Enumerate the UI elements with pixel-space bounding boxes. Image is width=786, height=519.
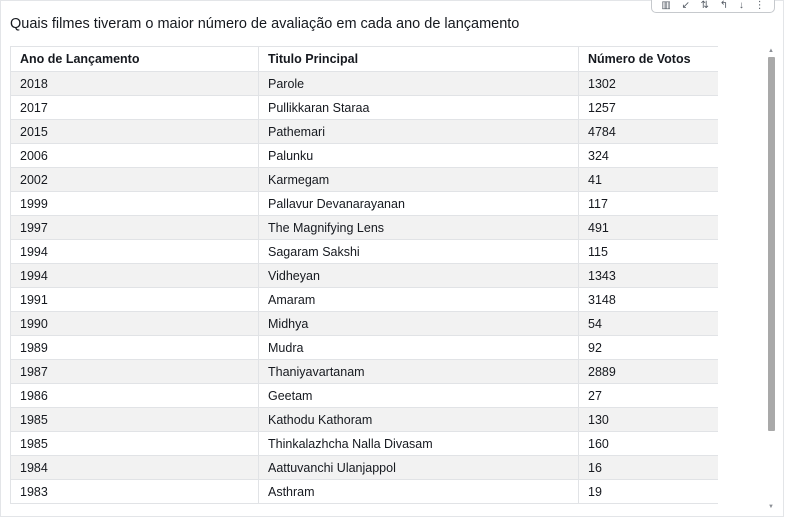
cell-ano: 1983 [10,479,259,504]
table-row: 2017 Pullikkaran Staraa 1257 [10,95,718,120]
cell-titulo: Pallavur Devanarayanan [258,191,579,216]
bar-chart-icon[interactable]: ▥ [661,0,671,11]
cell-ano: 1985 [10,407,259,432]
cell-titulo: Amaram [258,287,579,312]
cell-titulo: Mudra [258,335,579,360]
cell-ano: 1997 [10,215,259,240]
cell-ano: 2002 [10,167,259,192]
cell-votos: 54 [578,311,718,336]
cell-votos: 117 [578,191,718,216]
cell-titulo: Geetam [258,383,579,408]
cell-votos: 16 [578,455,718,480]
scroll-down-arrow-icon[interactable]: ▼ [768,504,774,510]
collapse-icon[interactable]: ↙ [681,0,690,11]
cell-votos: 160 [578,431,718,456]
cell-votos: 92 [578,335,718,360]
cell-votos: 4784 [578,119,718,144]
cell-votos: 115 [578,239,718,264]
cell-ano: 1984 [10,455,259,480]
cell-titulo: Midhya [258,311,579,336]
table-row: 1994 Sagaram Sakshi 115 [10,239,718,264]
cell-votos: 3148 [578,287,718,312]
table-row: 1985 Kathodu Kathoram 130 [10,407,718,432]
cell-titulo: Thinkalazhcha Nalla Divasam [258,431,579,456]
cell-ano: 1985 [10,431,259,456]
cell-votos: 491 [578,215,718,240]
cell-titulo: Vidheyan [258,263,579,288]
table-row: 1984 Aattuvanchi Ulanjappol 16 [10,455,718,480]
table-row: 2002 Karmegam 41 [10,167,718,192]
visual-title: Quais filmes tiveram o maior número de a… [10,16,520,32]
cell-ano: 2006 [10,143,259,168]
cell-votos: 19 [578,479,718,504]
cell-titulo: Pathemari [258,119,579,144]
table-header-row: Ano de Lançamento Titulo Principal Númer… [10,46,718,72]
cell-titulo: Sagaram Sakshi [258,239,579,264]
table-row: 1987 Thaniyavartanam 2889 [10,359,718,384]
column-header-ano[interactable]: Ano de Lançamento [10,46,259,72]
scroll-thumb[interactable] [768,57,775,431]
cell-titulo: Asthram [258,479,579,504]
table-row: 1991 Amaram 3148 [10,287,718,312]
cell-votos: 1257 [578,95,718,120]
table-row: 2015 Pathemari 4784 [10,119,718,144]
cell-votos: 27 [578,383,718,408]
table-row: 2018 Parole 1302 [10,71,718,96]
cell-ano: 1989 [10,335,259,360]
cell-votos: 1302 [578,71,718,96]
cell-titulo: Thaniyavartanam [258,359,579,384]
cell-titulo: Karmegam [258,167,579,192]
cell-votos: 324 [578,143,718,168]
cell-ano: 1987 [10,359,259,384]
column-header-titulo[interactable]: Titulo Principal [258,46,579,72]
cell-votos: 41 [578,167,718,192]
table-container: Ano de Lançamento Titulo Principal Númer… [10,46,718,512]
table-row: 1983 Asthram 19 [10,479,718,504]
scroll-up-arrow-icon[interactable]: ▲ [768,48,774,54]
cell-ano: 2017 [10,95,259,120]
cell-titulo: Palunku [258,143,579,168]
cell-votos: 130 [578,407,718,432]
sort-icon[interactable]: ⇅ [700,0,710,11]
table-row: 1999 Pallavur Devanarayanan 117 [10,191,718,216]
drill-down-icon[interactable]: ↓ [738,0,744,11]
table-row: 2006 Palunku 324 [10,143,718,168]
cell-ano: 1990 [10,311,259,336]
table-row: 1990 Midhya 54 [10,311,718,336]
cell-votos: 2889 [578,359,718,384]
cell-ano: 2015 [10,119,259,144]
cell-ano: 1994 [10,239,259,264]
cell-titulo: Pullikkaran Staraa [258,95,579,120]
cell-ano: 1994 [10,263,259,288]
cell-titulo: Parole [258,71,579,96]
table-row: 1994 Vidheyan 1343 [10,263,718,288]
cell-votos: 1343 [578,263,718,288]
cell-ano: 1999 [10,191,259,216]
table-row: 1989 Mudra 92 [10,335,718,360]
column-header-votos[interactable]: Número de Votos [578,46,718,72]
visual-toolbar: ▥ ↙ ⇅ ↰ ↓ ⋮ [651,0,775,13]
more-options-icon[interactable]: ⋮ [754,0,765,11]
cell-titulo: Kathodu Kathoram [258,407,579,432]
table-row: 1985 Thinkalazhcha Nalla Divasam 160 [10,431,718,456]
table-row: 1997 The Magnifying Lens 491 [10,215,718,240]
data-table: Ano de Lançamento Titulo Principal Númer… [10,46,718,504]
vertical-scrollbar[interactable]: ▲ ▼ [766,47,776,511]
cell-ano: 2018 [10,71,259,96]
cell-titulo: The Magnifying Lens [258,215,579,240]
cell-ano: 1986 [10,383,259,408]
table-row: 1986 Geetam 27 [10,383,718,408]
cell-titulo: Aattuvanchi Ulanjappol [258,455,579,480]
cell-ano: 1991 [10,287,259,312]
drill-up-icon[interactable]: ↰ [719,0,729,11]
